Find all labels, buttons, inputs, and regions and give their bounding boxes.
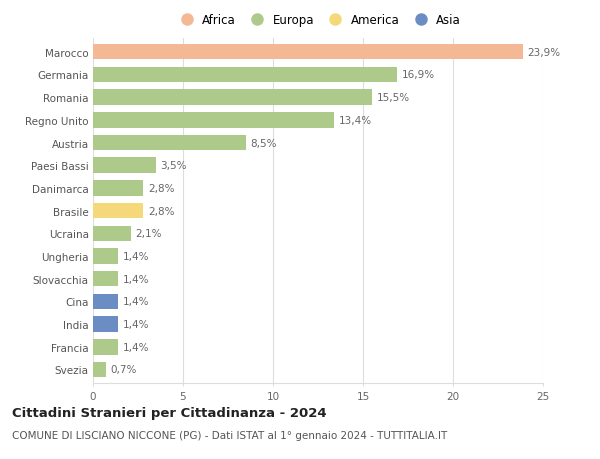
Text: 2,8%: 2,8% xyxy=(148,206,175,216)
Bar xyxy=(93,339,118,355)
Text: 2,8%: 2,8% xyxy=(148,184,175,194)
Text: 1,4%: 1,4% xyxy=(123,252,149,262)
Text: COMUNE DI LISCIANO NICCONE (PG) - Dati ISTAT al 1° gennaio 2024 - TUTTITALIA.IT: COMUNE DI LISCIANO NICCONE (PG) - Dati I… xyxy=(12,431,447,441)
Bar xyxy=(93,271,118,287)
Bar xyxy=(93,135,246,151)
Text: 23,9%: 23,9% xyxy=(528,48,561,57)
Text: 8,5%: 8,5% xyxy=(251,138,277,148)
Legend: Africa, Europa, America, Asia: Africa, Europa, America, Asia xyxy=(173,12,463,30)
Bar xyxy=(93,90,372,106)
Text: Cittadini Stranieri per Cittadinanza - 2024: Cittadini Stranieri per Cittadinanza - 2… xyxy=(12,406,326,419)
Text: 3,5%: 3,5% xyxy=(161,161,187,171)
Bar xyxy=(93,113,334,128)
Text: 0,7%: 0,7% xyxy=(110,365,136,375)
Bar xyxy=(93,181,143,196)
Bar xyxy=(93,203,143,219)
Bar xyxy=(93,67,397,83)
Bar xyxy=(93,158,156,174)
Text: 1,4%: 1,4% xyxy=(123,274,149,284)
Bar xyxy=(93,362,106,377)
Text: 13,4%: 13,4% xyxy=(339,116,372,126)
Text: 1,4%: 1,4% xyxy=(123,319,149,330)
Bar xyxy=(93,45,523,60)
Text: 2,1%: 2,1% xyxy=(136,229,162,239)
Text: 1,4%: 1,4% xyxy=(123,342,149,352)
Bar xyxy=(93,226,131,241)
Text: 1,4%: 1,4% xyxy=(123,297,149,307)
Bar xyxy=(93,249,118,264)
Bar xyxy=(93,294,118,309)
Text: 16,9%: 16,9% xyxy=(402,70,435,80)
Text: 15,5%: 15,5% xyxy=(377,93,410,103)
Bar xyxy=(93,317,118,332)
